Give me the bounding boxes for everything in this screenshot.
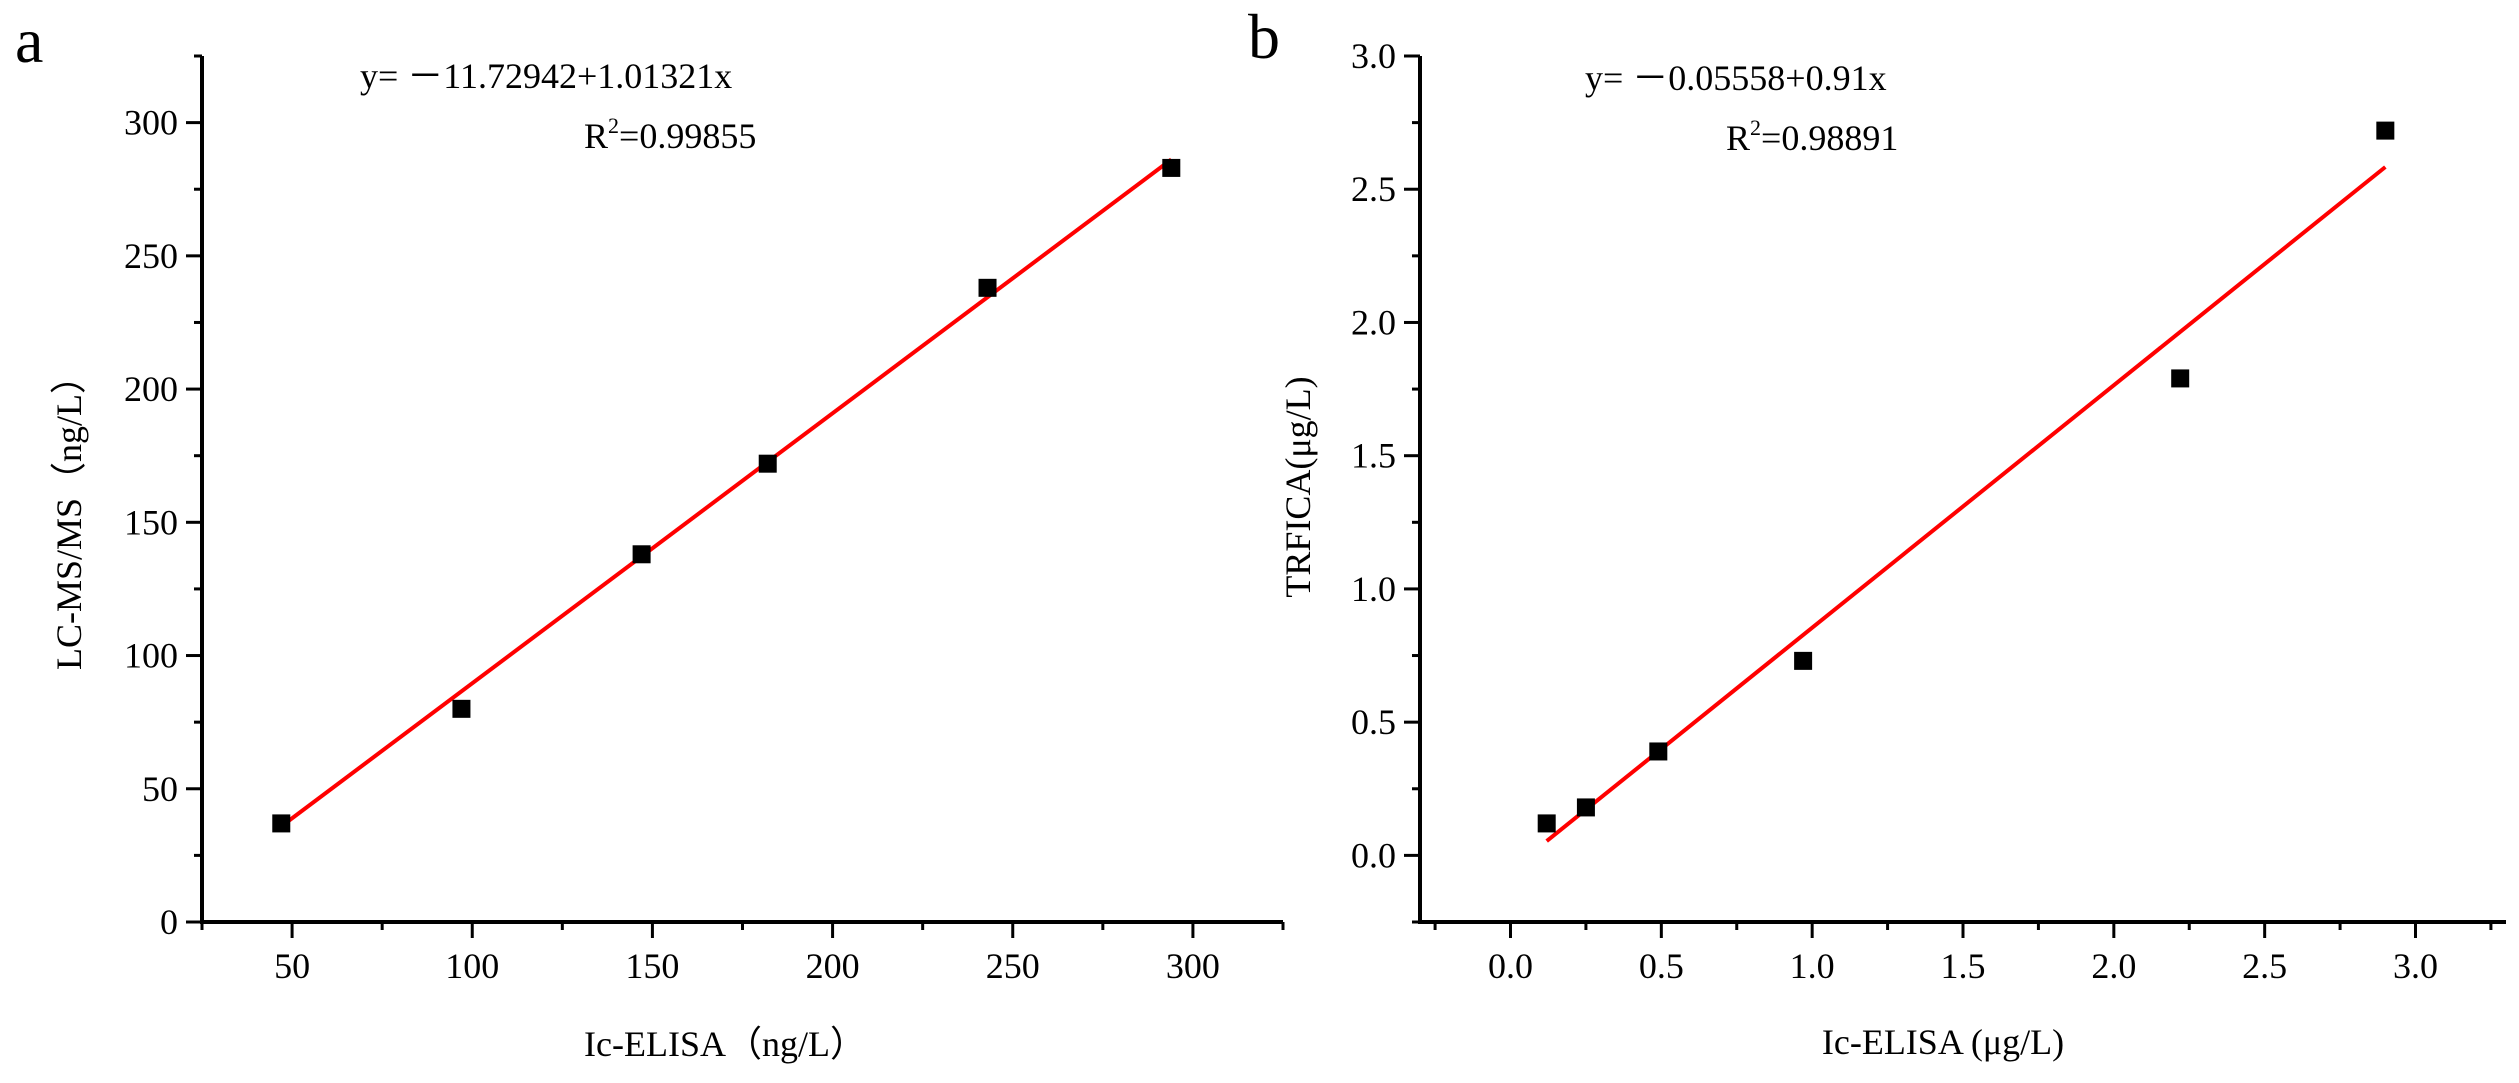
- panel-a-x-tick-label: 250: [986, 946, 1040, 986]
- panel-b: b 0.0 0.5 1.0 1.5 2.0 2.5 3.0 0.0 0.5 1.0 1.5 2.0 2.…: [1248, 1, 2506, 1062]
- panel-b-data-point: [1794, 651, 1813, 670]
- panel-a-axes: [200, 56, 1283, 924]
- panel-b-data-point: [1649, 742, 1668, 761]
- panel-b-fit-equation: y= －0.05558+0.91x: [1585, 58, 1887, 98]
- panel-b-x-tick-label: 0.5: [1639, 946, 1684, 986]
- panel-b-y-tick-label: 3.0: [1351, 36, 1396, 76]
- panel-a-data-point: [272, 814, 291, 833]
- panel-a-x-tick-label: 300: [1166, 946, 1220, 986]
- panel-a-y-tick-label: 50: [142, 769, 178, 809]
- panel-a-label: a: [15, 5, 43, 76]
- panel-a-data-point: [452, 699, 471, 718]
- panel-b-data-point: [1576, 798, 1595, 817]
- panel-b-y-tick-label: 0.0: [1351, 835, 1396, 875]
- panel-a-r-squared: R2=0.99855: [584, 113, 756, 156]
- panel-b-x-axis-title: Ic-ELISA (μg/L): [1822, 1022, 2064, 1062]
- panel-a-fit-equation: y= －11.72942+1.01321x: [360, 56, 732, 96]
- panel-a-fit-line: [280, 157, 1173, 828]
- panel-a-data-point: [1162, 158, 1181, 177]
- panel-b-y-axis-title: TRFICA(μg/L): [1278, 376, 1318, 597]
- panel-b-y-tick-label: 1.0: [1351, 569, 1396, 609]
- panel-a-y-axis-title: LC-MS/MS（ng/L）: [49, 358, 89, 670]
- panel-a-data-point: [978, 278, 997, 297]
- panel-b-x-tick-label: 2.5: [2242, 946, 2287, 986]
- panel-b-x-tick-label: 2.0: [2091, 946, 2136, 986]
- panel-b-x-tick-label: 1.0: [1790, 946, 1835, 986]
- panel-b-data-point: [2376, 121, 2395, 140]
- panel-a-tick-labels: 50 100 150 200 250 300 0 50 100 150 200 250 300: [124, 103, 1220, 986]
- panel-b-axes: [1418, 56, 2506, 924]
- panel-a-data-point: [758, 454, 777, 473]
- panel-b-x-tick-label: 0.0: [1488, 946, 1533, 986]
- panel-b-fit-line: [1545, 165, 2387, 843]
- panel-b-tick-labels: 0.0 0.5 1.0 1.5 2.0 2.5 3.0 0.0 0.5 1.0 1.5 2.0 2.5 3…: [1351, 36, 2438, 986]
- panel-b-label: b: [1248, 1, 1280, 72]
- panel-b-y-tick-label: 2.0: [1351, 302, 1396, 342]
- panel-a-x-tick-label: 200: [806, 946, 860, 986]
- panel-b-y-tick-label: 2.5: [1351, 169, 1396, 209]
- panel-a-x-tick-label: 150: [625, 946, 679, 986]
- panel-b-ticks: [1404, 54, 2493, 938]
- panel-a-y-tick-label: 150: [124, 502, 178, 542]
- panel-a-y-tick-label: 200: [124, 369, 178, 409]
- panel-a-ticks: [186, 54, 1285, 938]
- panel-a-y-tick-label: 250: [124, 236, 178, 276]
- panel-a-x-axis-title: Ic-ELISA（ng/L）: [584, 1024, 866, 1064]
- panel-a-y-tick-label: 300: [124, 103, 178, 143]
- panel-a-fit-layer: [280, 157, 1173, 828]
- panel-a-points-layer: [272, 158, 1181, 833]
- panel-a-y-tick-label: 100: [124, 636, 178, 676]
- panel-b-points-layer: [1537, 121, 2395, 833]
- panel-b-fit-layer: [1545, 165, 2387, 843]
- panel-a-x-tick-label: 100: [445, 946, 499, 986]
- panel-b-x-tick-label: 3.0: [2393, 946, 2438, 986]
- panel-b-data-point: [1537, 814, 1556, 833]
- panel-b-r-squared: R2=0.98891: [1726, 115, 1898, 158]
- panel-b-y-tick-label: 1.5: [1351, 436, 1396, 476]
- panel-a: a 50 100 150 200 250 300 0 50 100 150 200 250 300 Ic…: [15, 5, 1285, 1064]
- panel-b-x-tick-label: 1.5: [1941, 946, 1986, 986]
- panel-b-data-point: [2171, 369, 2190, 388]
- panel-b-y-tick-label: 0.5: [1351, 702, 1396, 742]
- panel-a-x-tick-label: 50: [274, 946, 310, 986]
- panel-a-y-tick-label: 0: [160, 902, 178, 942]
- panel-a-data-point: [632, 545, 651, 564]
